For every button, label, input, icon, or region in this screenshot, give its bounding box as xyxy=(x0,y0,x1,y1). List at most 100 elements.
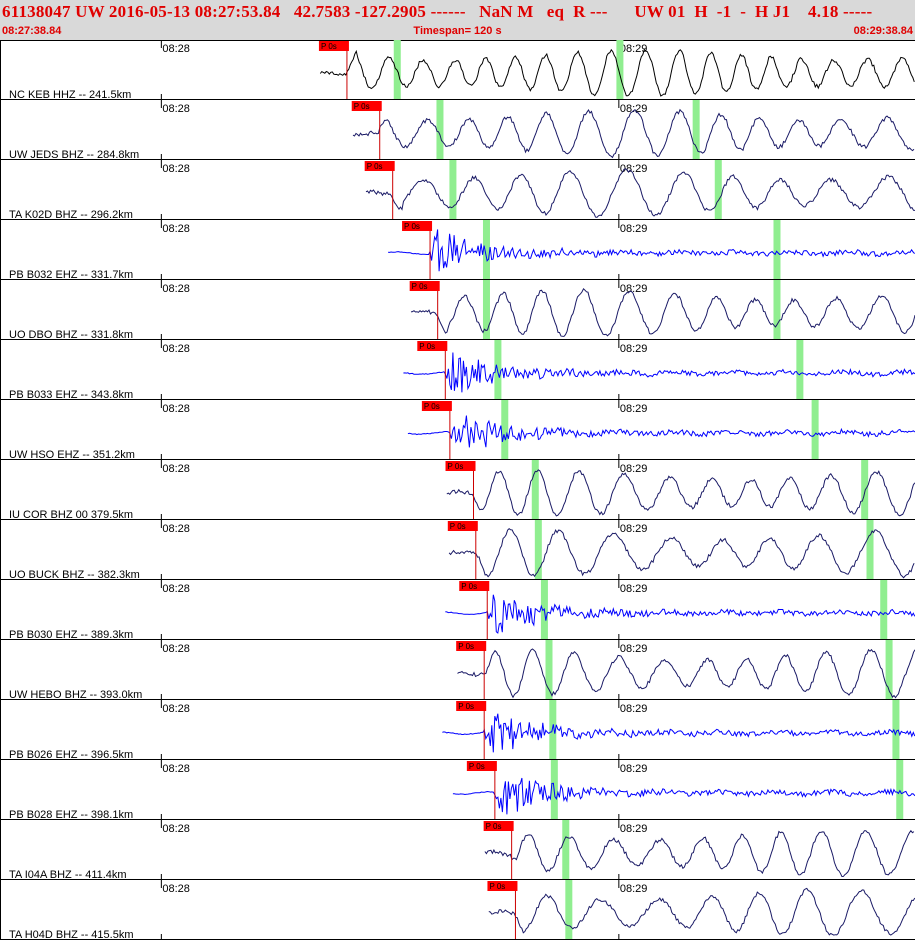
pick-flag-label: P 0s xyxy=(412,282,428,291)
waveform-trace xyxy=(448,528,915,579)
time-tick-label: 08:29 xyxy=(620,643,648,655)
green-marker xyxy=(393,40,401,99)
waveform-trace xyxy=(442,713,915,753)
time-tick-label: 08:29 xyxy=(620,763,648,775)
green-marker xyxy=(545,640,553,699)
time-tick-label: 08:29 xyxy=(620,223,648,235)
time-tick-label: 08:28 xyxy=(162,643,190,655)
time-tick-label: 08:28 xyxy=(162,523,190,535)
green-marker xyxy=(773,220,781,279)
pick-flag xyxy=(417,341,448,351)
time-tick-label: 08:28 xyxy=(162,103,190,115)
pick-flag-label: P 0s xyxy=(469,762,485,771)
time-tick-label: 08:28 xyxy=(162,823,190,835)
time-tick-label: 08:28 xyxy=(162,463,190,475)
pick-flag xyxy=(459,581,490,591)
pick-flag xyxy=(466,761,497,771)
station-label: UO DBO BHZ -- 331.8km xyxy=(9,329,133,341)
station-label: UW HEBO BHZ -- 393.0km xyxy=(9,689,142,701)
time-tick-label: 08:29 xyxy=(620,703,648,715)
time-tick-label: 08:29 xyxy=(620,823,648,835)
time-tick-label: 08:28 xyxy=(162,163,190,175)
station-label: PB B032 EHZ -- 331.7km xyxy=(9,269,133,281)
pick-flag xyxy=(318,41,349,51)
pick-flag xyxy=(447,521,478,531)
green-marker xyxy=(534,520,542,579)
green-marker xyxy=(692,100,700,159)
time-tick-label: 08:29 xyxy=(620,163,648,175)
station-label: IU COR BHZ 00 379.5km xyxy=(9,509,133,521)
time-tick-label: 08:29 xyxy=(620,283,648,295)
waveform-trace xyxy=(457,648,915,699)
green-marker xyxy=(494,340,502,399)
green-marker xyxy=(562,820,570,879)
pick-flag-label: P 0s xyxy=(458,702,474,711)
time-tick-label: 08:28 xyxy=(162,43,190,55)
time-tick-label: 08:29 xyxy=(620,583,648,595)
green-marker xyxy=(436,100,444,159)
green-marker xyxy=(714,160,722,219)
seismogram-panel: 08:28 08:29 P 0s NC KEB HHZ -- 241.5km 08:28… xyxy=(0,40,915,940)
time-tick-label: 08:29 xyxy=(620,463,648,475)
time-tick-label: 08:28 xyxy=(162,223,190,235)
pick-flag-label: P 0s xyxy=(367,162,383,171)
green-marker xyxy=(796,340,804,399)
time-tick-label: 08:29 xyxy=(620,103,648,115)
pick-flag-label: P 0s xyxy=(424,402,440,411)
pick-flag xyxy=(487,881,518,891)
time-tick-label: 08:29 xyxy=(620,343,648,355)
time-tick-label: 08:29 xyxy=(620,883,648,895)
time-tick-label: 08:28 xyxy=(162,283,190,295)
pick-flag-label: P 0s xyxy=(354,102,370,111)
time-tick-label: 08:29 xyxy=(620,43,648,55)
pick-flag-label: P 0s xyxy=(450,522,466,531)
station-label: UO BUCK BHZ -- 382.3km xyxy=(9,569,140,581)
waveform-trace xyxy=(488,887,915,936)
pick-flag xyxy=(445,461,476,471)
green-marker xyxy=(896,760,904,819)
start-time-label: 08:27:38.84 xyxy=(2,25,62,37)
pick-flag xyxy=(364,161,395,171)
station-label: TA K02D BHZ -- 296.2km xyxy=(9,209,133,221)
event-title: 61138047 UW 2016-05-13 08:27:53.84 42.75… xyxy=(2,2,873,21)
green-marker xyxy=(531,460,539,519)
waveform-trace xyxy=(352,108,915,159)
time-tick-label: 08:28 xyxy=(162,403,190,415)
end-time-label: 08:29:38.84 xyxy=(853,25,913,37)
station-label: PB B026 EHZ -- 396.5km xyxy=(9,749,133,761)
pick-flag-label: P 0s xyxy=(404,222,420,231)
time-tick-label: 08:29 xyxy=(620,403,648,415)
waveform-trace xyxy=(484,829,915,878)
pick-flag-label: P 0s xyxy=(486,822,502,831)
pick-flag-label: P 0s xyxy=(458,642,474,651)
station-label: TA H04D BHZ -- 415.5km xyxy=(9,929,134,940)
station-label: NC KEB HHZ -- 241.5km xyxy=(9,89,131,101)
station-label: UW HSO EHZ -- 351.2km xyxy=(9,449,135,461)
waveform-trace xyxy=(403,352,915,393)
pick-flag xyxy=(351,101,382,111)
station-label: UW JEDS BHZ -- 284.8km xyxy=(9,149,139,161)
green-marker xyxy=(482,280,490,339)
green-marker xyxy=(892,700,900,759)
waveform-trace xyxy=(446,469,915,517)
station-label: PB B033 EHZ -- 343.8km xyxy=(9,389,133,401)
time-tick-label: 08:28 xyxy=(162,703,190,715)
time-tick-label: 08:29 xyxy=(620,523,648,535)
timespan-label: Timespan= 120 s xyxy=(413,25,502,37)
green-marker xyxy=(482,220,490,279)
green-marker xyxy=(549,700,557,759)
header-bar: 61138047 UW 2016-05-13 08:27:53.84 42.75… xyxy=(0,0,915,41)
station-label: PB B030 EHZ -- 389.3km xyxy=(9,629,133,641)
time-tick-label: 08:28 xyxy=(162,343,190,355)
time-tick-label: 08:28 xyxy=(162,883,190,895)
pick-flag-label: P 0s xyxy=(461,582,477,591)
station-label: PB B028 EHZ -- 398.1km xyxy=(9,809,133,821)
pick-flag xyxy=(483,821,514,831)
green-marker xyxy=(811,400,819,459)
waveform-trace xyxy=(410,287,915,337)
green-marker xyxy=(501,400,509,459)
waveform-trace xyxy=(388,229,915,272)
pick-flag-label: P 0s xyxy=(419,342,435,351)
green-marker xyxy=(616,40,624,99)
pick-flag xyxy=(456,701,487,711)
